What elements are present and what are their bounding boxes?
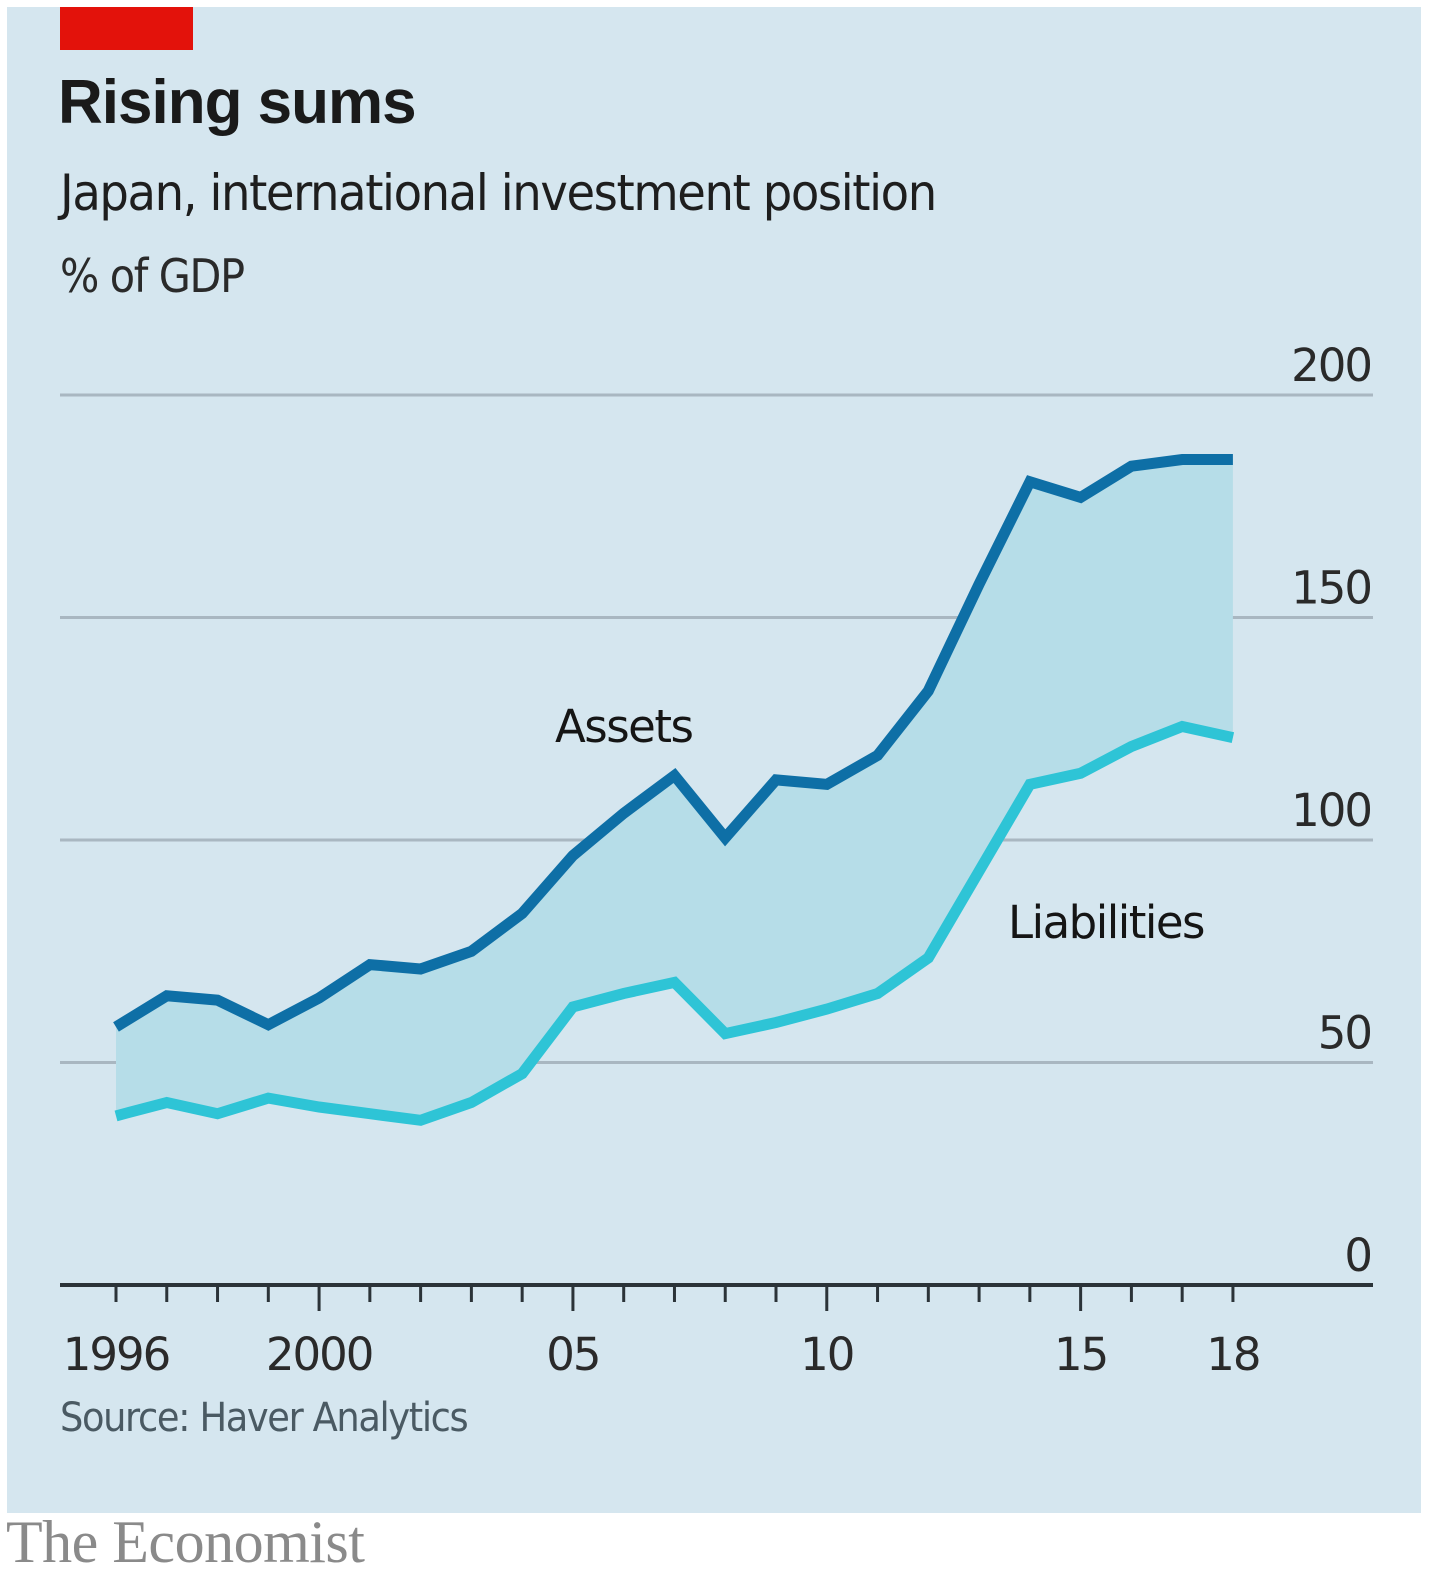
series-assets	[113, 454, 1234, 1032]
label-assets: Assets	[555, 700, 693, 753]
brand-red-bar	[60, 7, 193, 50]
series-annotations: Assets Liabilities	[555, 700, 1206, 949]
chart-panel	[7, 7, 1421, 1513]
x-tick-label-1996: 1996	[63, 1328, 170, 1381]
chart-plot: 0 50 100 150 200 1996 2000 05 10 15 18 Assets Liab…	[60, 339, 1373, 1381]
source-note: Source: Haver Analytics	[60, 1395, 469, 1441]
x-tick-label-2010: 10	[800, 1328, 853, 1381]
y-tick-label-100: 100	[1291, 784, 1371, 837]
x-axis	[60, 1283, 1373, 1311]
x-tick-label-2015: 15	[1054, 1328, 1107, 1381]
series-liabilities	[114, 720, 1235, 1126]
y-tick-label-200: 200	[1291, 339, 1371, 392]
chart-subtitle: Japan, international investment position	[60, 164, 937, 222]
x-tick-label-2005: 05	[546, 1328, 599, 1381]
y-tick-label-0: 0	[1344, 1229, 1371, 1282]
brand-wordmark: The Economist	[6, 1509, 365, 1575]
gap-area	[116, 459, 1233, 1121]
x-axis-labels: 1996 2000 05 10 15 18	[63, 1328, 1262, 1381]
x-tick-label-2018: 18	[1206, 1328, 1259, 1381]
label-liabilities: Liabilities	[1008, 896, 1204, 949]
x-tick-label-2000: 2000	[266, 1328, 373, 1381]
y-tick-label-150: 150	[1291, 562, 1371, 615]
y-axis-labels: 0 50 100 150 200	[1291, 339, 1373, 1282]
gap-area-layer	[116, 459, 1233, 1121]
chart-title: Rising sums	[58, 68, 417, 137]
chart-unit-label: % of GDP	[60, 249, 245, 303]
series-lines	[113, 454, 1235, 1126]
y-tick-label-50: 50	[1318, 1007, 1371, 1060]
